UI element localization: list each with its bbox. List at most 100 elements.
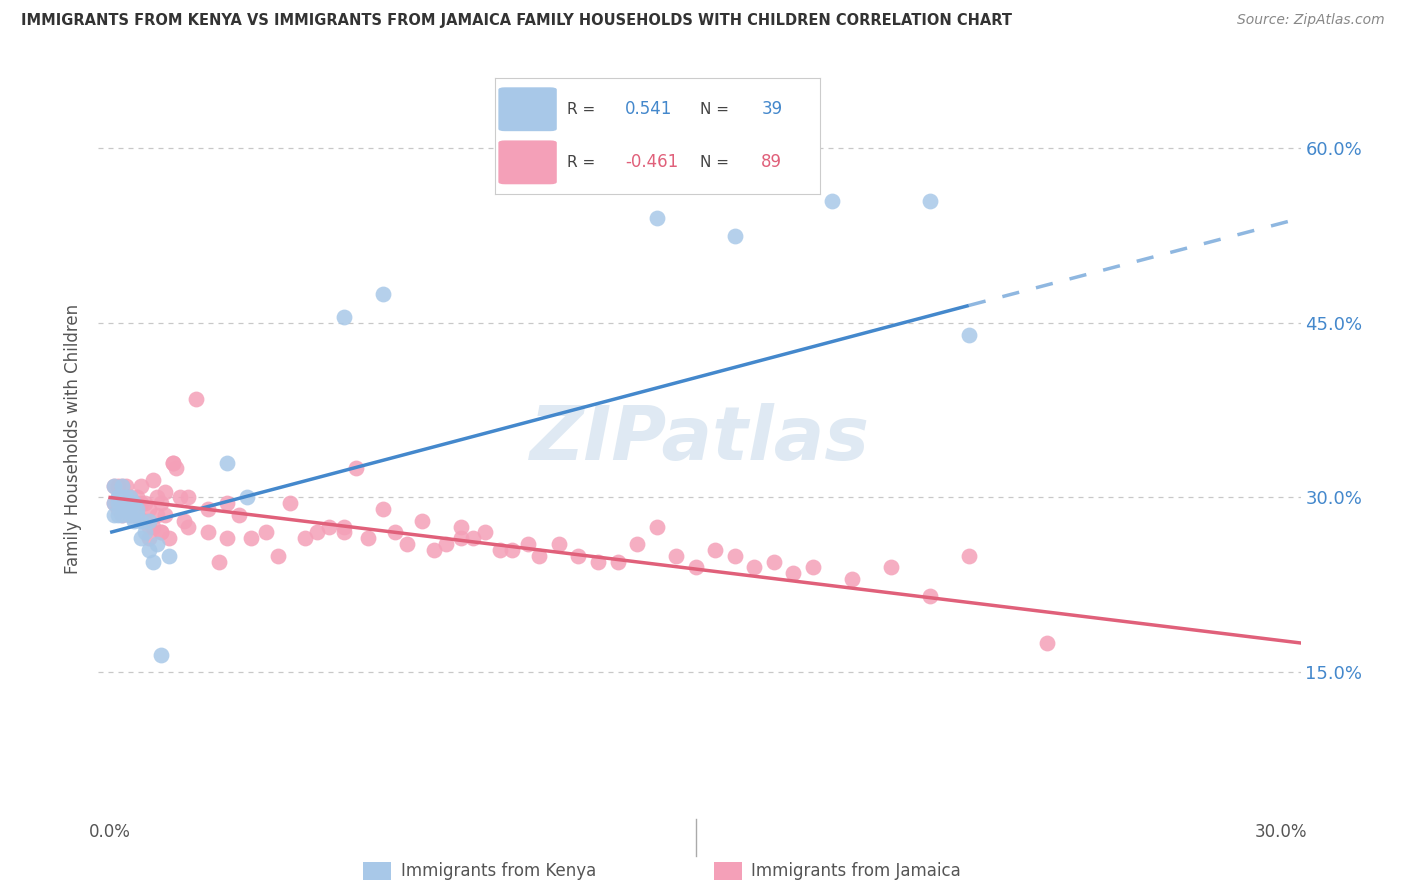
Point — [107, 491, 129, 505]
Point — [516, 537, 538, 551]
Point — [1036, 636, 1059, 650]
Point — [821, 194, 844, 208]
Point — [704, 542, 727, 557]
Point — [267, 549, 290, 563]
Point — [127, 508, 149, 522]
Point — [173, 514, 195, 528]
Point — [606, 554, 628, 568]
Point — [434, 537, 457, 551]
Point — [111, 496, 134, 510]
Text: 0.0%: 0.0% — [89, 823, 131, 841]
Point — [131, 496, 153, 510]
Point — [461, 531, 484, 545]
Point — [157, 549, 180, 563]
Point — [184, 392, 207, 406]
Point — [685, 560, 707, 574]
Point — [146, 537, 169, 551]
Point — [127, 508, 149, 522]
Point — [957, 327, 980, 342]
Point — [142, 554, 165, 568]
Point — [723, 549, 745, 563]
Point — [645, 211, 668, 226]
Point — [138, 519, 160, 533]
Y-axis label: Family Households with Children: Family Households with Children — [65, 304, 83, 574]
Point — [131, 514, 153, 528]
Point — [474, 525, 496, 540]
Point — [294, 531, 316, 545]
Point — [177, 491, 200, 505]
Point — [142, 519, 165, 533]
Point — [107, 496, 129, 510]
Text: ZIPatlas: ZIPatlas — [530, 403, 869, 475]
Point — [548, 537, 571, 551]
Point — [450, 531, 472, 545]
Point — [122, 514, 145, 528]
Point — [333, 519, 356, 533]
Point — [357, 531, 380, 545]
Point — [127, 491, 149, 505]
Point — [529, 549, 551, 563]
Point — [166, 461, 188, 475]
Point — [111, 508, 134, 522]
Point — [841, 572, 863, 586]
Point — [114, 479, 136, 493]
Point — [665, 549, 688, 563]
Point — [344, 461, 367, 475]
Point — [411, 514, 433, 528]
Point — [127, 502, 149, 516]
Point — [880, 560, 903, 574]
Point — [278, 496, 301, 510]
Point — [169, 491, 191, 505]
Point — [373, 502, 395, 516]
Point — [149, 525, 172, 540]
Point — [208, 554, 231, 568]
Point — [254, 525, 277, 540]
Point — [107, 502, 129, 516]
Point — [103, 479, 125, 493]
Point — [146, 491, 169, 505]
Point — [384, 525, 406, 540]
Point — [114, 502, 136, 516]
Point — [138, 542, 160, 557]
Point — [138, 531, 160, 545]
Point — [118, 491, 141, 505]
Point — [103, 496, 125, 510]
Point — [134, 525, 156, 540]
Point — [239, 531, 262, 545]
Point — [318, 519, 340, 533]
Point — [567, 549, 589, 563]
Text: 30.0%: 30.0% — [1254, 823, 1308, 841]
Point — [762, 554, 785, 568]
Point — [111, 479, 134, 493]
Point — [918, 194, 941, 208]
Point — [395, 537, 418, 551]
Point — [142, 473, 165, 487]
Point — [122, 496, 145, 510]
Point — [197, 502, 219, 516]
Point — [153, 484, 176, 499]
Point — [645, 519, 668, 533]
Point — [217, 531, 239, 545]
Point — [111, 508, 134, 522]
Point — [138, 514, 160, 528]
Point — [782, 566, 804, 581]
Point — [107, 491, 129, 505]
Point — [114, 502, 136, 516]
Point — [626, 537, 648, 551]
Point — [114, 496, 136, 510]
Point — [146, 508, 169, 522]
Point — [149, 525, 172, 540]
Text: Immigrants from Jamaica: Immigrants from Jamaica — [751, 862, 960, 880]
Point — [107, 479, 129, 493]
Point — [103, 508, 125, 522]
Point — [586, 554, 609, 568]
Text: IMMIGRANTS FROM KENYA VS IMMIGRANTS FROM JAMAICA FAMILY HOUSEHOLDS WITH CHILDREN: IMMIGRANTS FROM KENYA VS IMMIGRANTS FROM… — [21, 13, 1012, 29]
Point — [217, 496, 239, 510]
Point — [122, 496, 145, 510]
Point — [162, 456, 184, 470]
Point — [723, 228, 745, 243]
Point — [801, 560, 824, 574]
Point — [114, 491, 136, 505]
Point — [197, 525, 219, 540]
Point — [103, 479, 125, 493]
